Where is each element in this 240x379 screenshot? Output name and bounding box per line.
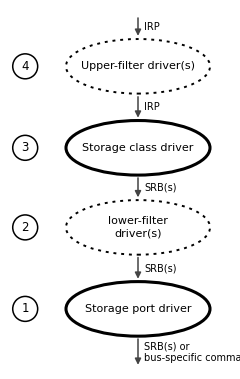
Text: 2: 2	[21, 221, 29, 234]
Text: SRB(s): SRB(s)	[144, 183, 176, 193]
Text: Upper-filter driver(s): Upper-filter driver(s)	[81, 61, 195, 71]
Text: SRB(s) or
bus-specific commands: SRB(s) or bus-specific commands	[144, 341, 240, 363]
Text: Storage class driver: Storage class driver	[82, 143, 194, 153]
Text: IRP: IRP	[144, 22, 160, 32]
Text: IRP: IRP	[144, 102, 160, 112]
Text: 3: 3	[22, 141, 29, 154]
Text: 4: 4	[21, 60, 29, 73]
Ellipse shape	[66, 121, 210, 175]
Text: Storage port driver: Storage port driver	[85, 304, 191, 314]
Text: 1: 1	[21, 302, 29, 315]
Ellipse shape	[66, 282, 210, 336]
Ellipse shape	[66, 39, 210, 94]
Text: SRB(s): SRB(s)	[144, 263, 176, 273]
Text: lower-filter
driver(s): lower-filter driver(s)	[108, 216, 168, 239]
Ellipse shape	[66, 200, 210, 255]
